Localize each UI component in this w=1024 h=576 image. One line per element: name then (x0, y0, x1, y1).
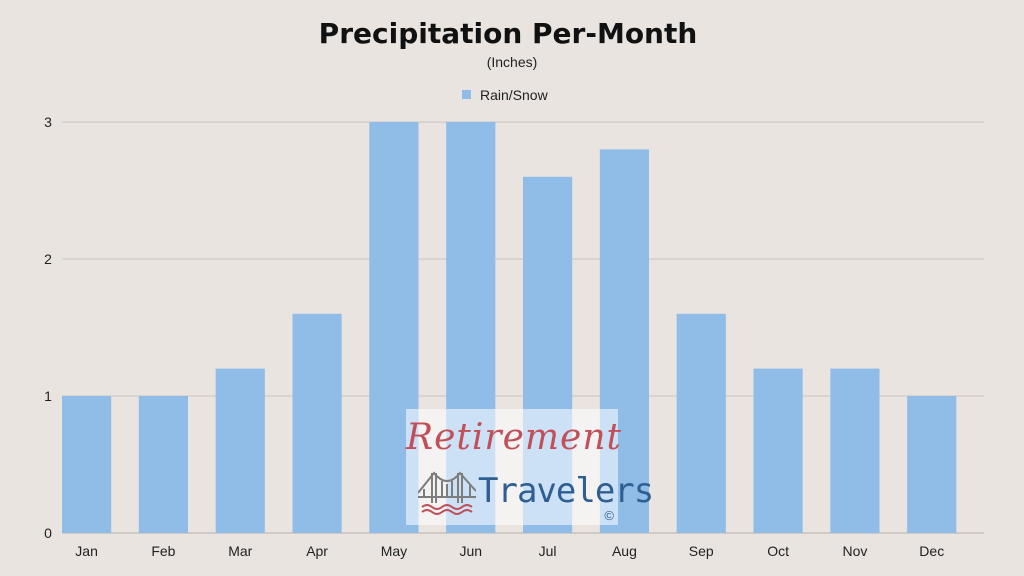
y-tick-label: 1 (44, 388, 52, 404)
chart-title: Precipitation Per-Month (319, 17, 698, 50)
x-tick-label: May (381, 543, 407, 559)
y-tick-label: 2 (44, 251, 52, 267)
bar-feb (138, 396, 189, 533)
bar-sep (676, 313, 726, 533)
x-tick-label: Aug (612, 543, 637, 559)
watermark-line2: Travelers (478, 471, 654, 511)
x-tick-label: Jan (75, 543, 98, 559)
x-tick-label: Mar (228, 543, 252, 559)
y-tick-label: 0 (44, 525, 52, 541)
x-tick-label: Jun (459, 543, 482, 559)
x-tick-label: Nov (842, 543, 867, 559)
bar-mar (215, 368, 265, 533)
x-tick-label: Dec (919, 543, 944, 559)
x-tick-label: Apr (306, 543, 328, 559)
y-tick-label: 3 (44, 114, 52, 130)
bar-oct (753, 368, 803, 533)
golden-gate-bridge-icon (418, 471, 476, 515)
bar-jan (62, 396, 112, 533)
retirement-travelers-watermark: Retirement Travelers © (406, 409, 654, 525)
legend: Rain/Snow (462, 87, 549, 103)
x-axis-ticks: Jan Feb Mar Apr May Jun Jul Aug Sep Oct Nov Dec (75, 543, 944, 559)
y-axis-ticks: 0 1 2 3 (44, 114, 52, 541)
x-tick-label: Oct (767, 543, 789, 559)
bar-nov (830, 368, 880, 533)
legend-swatch (462, 90, 471, 99)
copyright-icon: © (604, 508, 614, 523)
bar-apr (292, 313, 342, 533)
x-tick-label: Feb (151, 543, 175, 559)
watermark-line1: Retirement (406, 417, 622, 458)
legend-label: Rain/Snow (480, 87, 549, 103)
chart-subtitle: (Inches) (487, 54, 538, 70)
bar-dec (907, 396, 957, 533)
x-tick-label: Jul (539, 543, 557, 559)
x-tick-label: Sep (689, 543, 714, 559)
